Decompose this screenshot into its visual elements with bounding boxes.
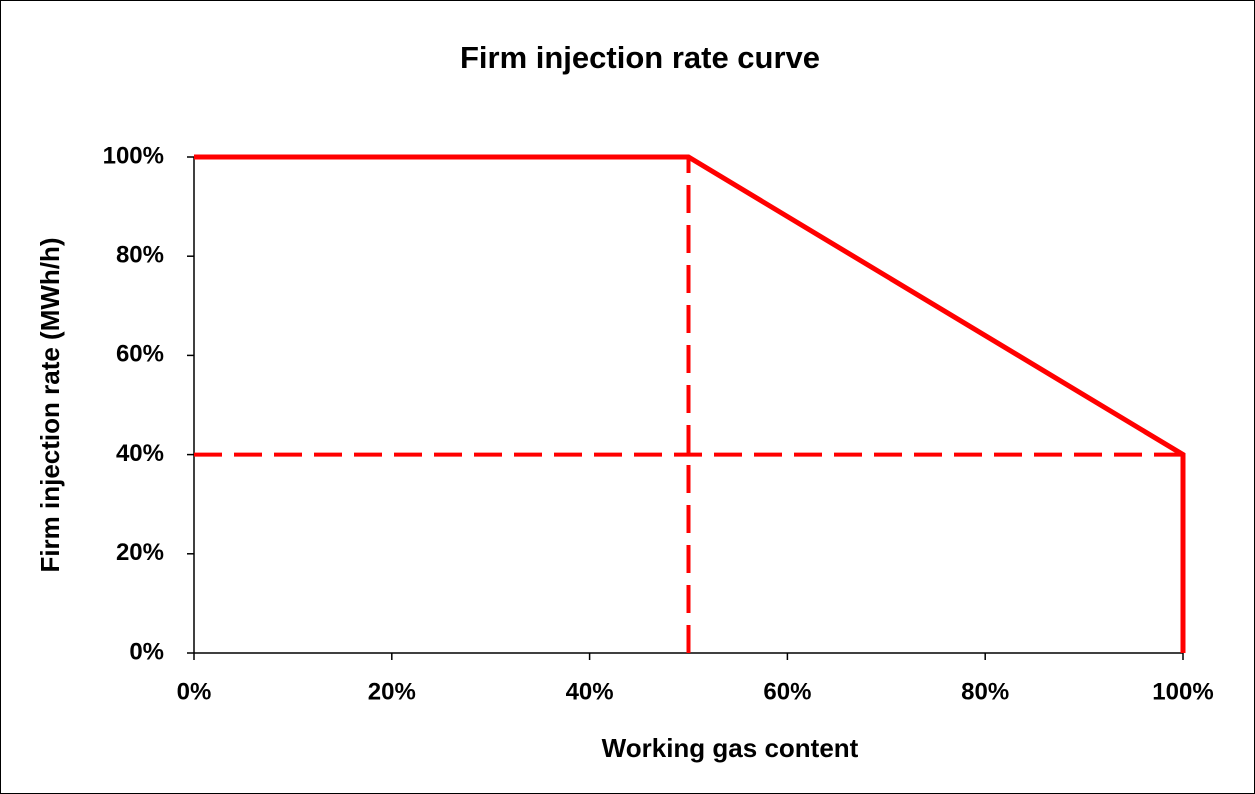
x-tick-label: 20% (368, 678, 416, 705)
x-tick-label: 0% (177, 678, 212, 705)
chart-title: Firm injection rate curve (460, 40, 820, 75)
x-tick-label: 80% (961, 678, 1009, 705)
y-tick-label: 60% (116, 341, 164, 368)
y-tick-label: 80% (116, 242, 164, 269)
x-tick-label: 60% (763, 678, 811, 705)
x-tick-label: 40% (566, 678, 614, 705)
y-tick-label: 40% (116, 440, 164, 467)
y-axis-label: Firm injection rate (MWh/h) (35, 237, 65, 572)
x-axis-label: Working gas content (602, 733, 859, 763)
x-tick-label: 100% (1152, 678, 1213, 705)
line (194, 154, 1186, 653)
y-tick-label: 100% (103, 142, 164, 169)
y-tick-label: 20% (116, 539, 164, 566)
y-tick-label: 0% (129, 638, 164, 665)
